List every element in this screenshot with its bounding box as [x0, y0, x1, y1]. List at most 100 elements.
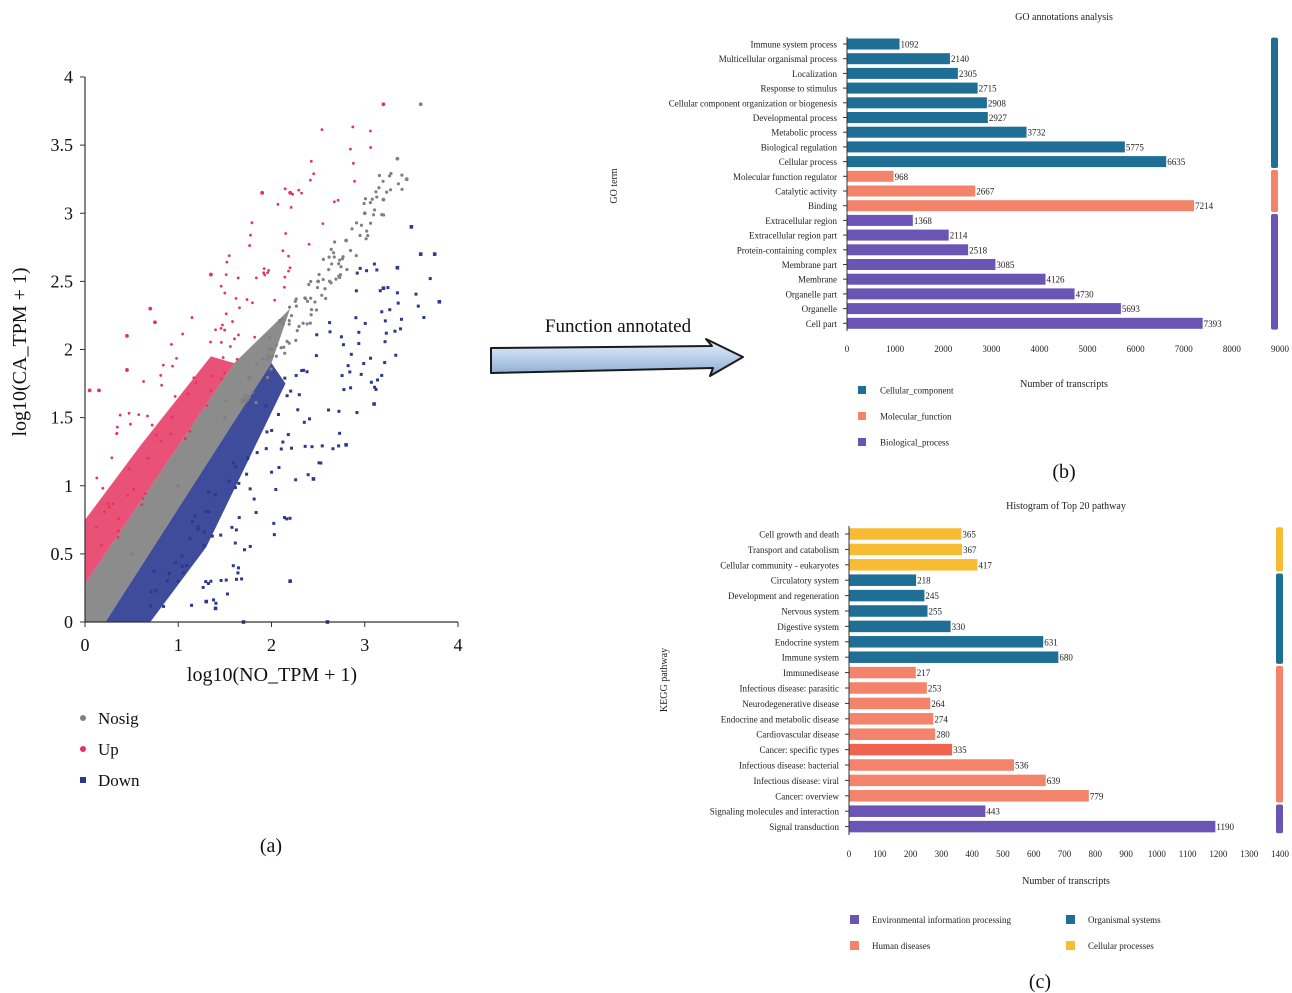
bar	[847, 53, 950, 65]
up-point	[273, 298, 277, 302]
up-point	[194, 381, 198, 385]
nosig-point	[388, 188, 393, 192]
down-point	[219, 578, 223, 582]
down-point	[254, 511, 258, 515]
down-point	[283, 376, 287, 380]
down-point	[213, 606, 218, 611]
up-point	[192, 376, 196, 380]
value-label: 218	[917, 576, 931, 586]
kegg-bar-panel: Histogram of Top 20 pathway KEGG pathway…	[659, 501, 1290, 993]
category-label: Developmental process	[753, 113, 838, 123]
category-label: Endocrine and metabolic disease	[721, 714, 839, 724]
value-label: 3732	[1028, 128, 1046, 138]
up-point	[173, 394, 177, 398]
up-point	[266, 271, 269, 275]
nosig-point	[375, 195, 379, 199]
value-label: 417	[978, 560, 992, 570]
down-point	[149, 590, 153, 594]
nosig-point	[368, 221, 373, 225]
up-point	[238, 306, 241, 310]
up-point	[116, 529, 120, 533]
up-point	[321, 222, 325, 226]
value-label: 5775	[1126, 142, 1145, 152]
up-point	[99, 543, 103, 547]
up-point	[236, 276, 240, 280]
nosig-point	[362, 211, 367, 216]
nosig-point	[354, 221, 359, 225]
down-point	[190, 603, 194, 607]
down-point	[437, 300, 442, 304]
down-point	[308, 417, 312, 421]
up-point	[161, 363, 165, 367]
scatter-y-tick-label: 4	[64, 67, 73, 87]
up-point	[288, 266, 292, 270]
down-point	[310, 445, 314, 449]
category-label: Nervous system	[781, 607, 839, 617]
category-label: Binding	[808, 201, 838, 211]
down-point	[289, 389, 293, 393]
nosig-point	[418, 102, 423, 107]
value-label: 2140	[951, 54, 970, 64]
up-point	[250, 221, 254, 225]
up-point	[282, 285, 286, 289]
up-point	[260, 190, 265, 195]
up-point	[170, 415, 174, 419]
up-point	[225, 260, 229, 264]
bar	[849, 743, 953, 756]
nosig-point	[368, 201, 372, 205]
bar	[849, 697, 931, 710]
up-point	[221, 356, 225, 359]
up-point	[281, 249, 285, 253]
category-label: Development and regeneration	[728, 591, 839, 601]
down-point	[414, 292, 418, 296]
up-point	[155, 433, 158, 437]
down-point	[399, 327, 403, 331]
category-label: Membrane	[798, 275, 837, 285]
up-point	[262, 271, 266, 275]
nosig-point	[365, 229, 369, 233]
up-point	[153, 320, 157, 325]
down-point	[255, 451, 259, 455]
bar	[847, 200, 1195, 212]
down-point	[283, 516, 287, 520]
up-point	[127, 467, 131, 471]
down-point	[279, 447, 283, 451]
up-point	[349, 147, 352, 151]
nosig-point	[404, 177, 409, 182]
up-point	[103, 510, 106, 514]
nosig-point	[278, 318, 282, 323]
down-point	[319, 461, 323, 465]
x-tick-label: 4000	[1030, 344, 1049, 354]
up-point	[209, 389, 213, 392]
down-point	[264, 447, 268, 451]
down-point	[224, 578, 228, 582]
category-label: Signaling molecules and interaction	[710, 807, 840, 817]
nosig-point	[366, 234, 370, 238]
down-point	[167, 572, 171, 576]
down-point	[354, 289, 358, 293]
down-point	[349, 352, 353, 356]
value-label: 7214	[1195, 201, 1214, 211]
x-tick-label: 700	[1058, 849, 1072, 859]
nosig-point	[337, 262, 341, 266]
category-label: Neurodegenerative disease	[742, 699, 839, 709]
down-point	[288, 579, 292, 583]
down-point	[234, 528, 238, 532]
down-point	[196, 527, 200, 531]
nosig-point	[389, 171, 393, 176]
down-point	[303, 444, 307, 448]
up-point	[125, 368, 129, 372]
legend-swatch-up	[80, 746, 86, 752]
nosig-point	[301, 321, 305, 325]
category-label: Infectious disease: viral	[754, 776, 840, 786]
category-label: Cell part	[806, 319, 838, 329]
nosig-point	[385, 190, 389, 194]
down-point	[369, 356, 373, 360]
down-point	[374, 387, 378, 391]
nosig-point	[330, 262, 334, 266]
panel-a-label: (a)	[260, 835, 282, 857]
down-point	[270, 470, 274, 474]
down-point	[396, 301, 400, 305]
nosig-point	[363, 197, 368, 201]
bar	[847, 185, 976, 197]
